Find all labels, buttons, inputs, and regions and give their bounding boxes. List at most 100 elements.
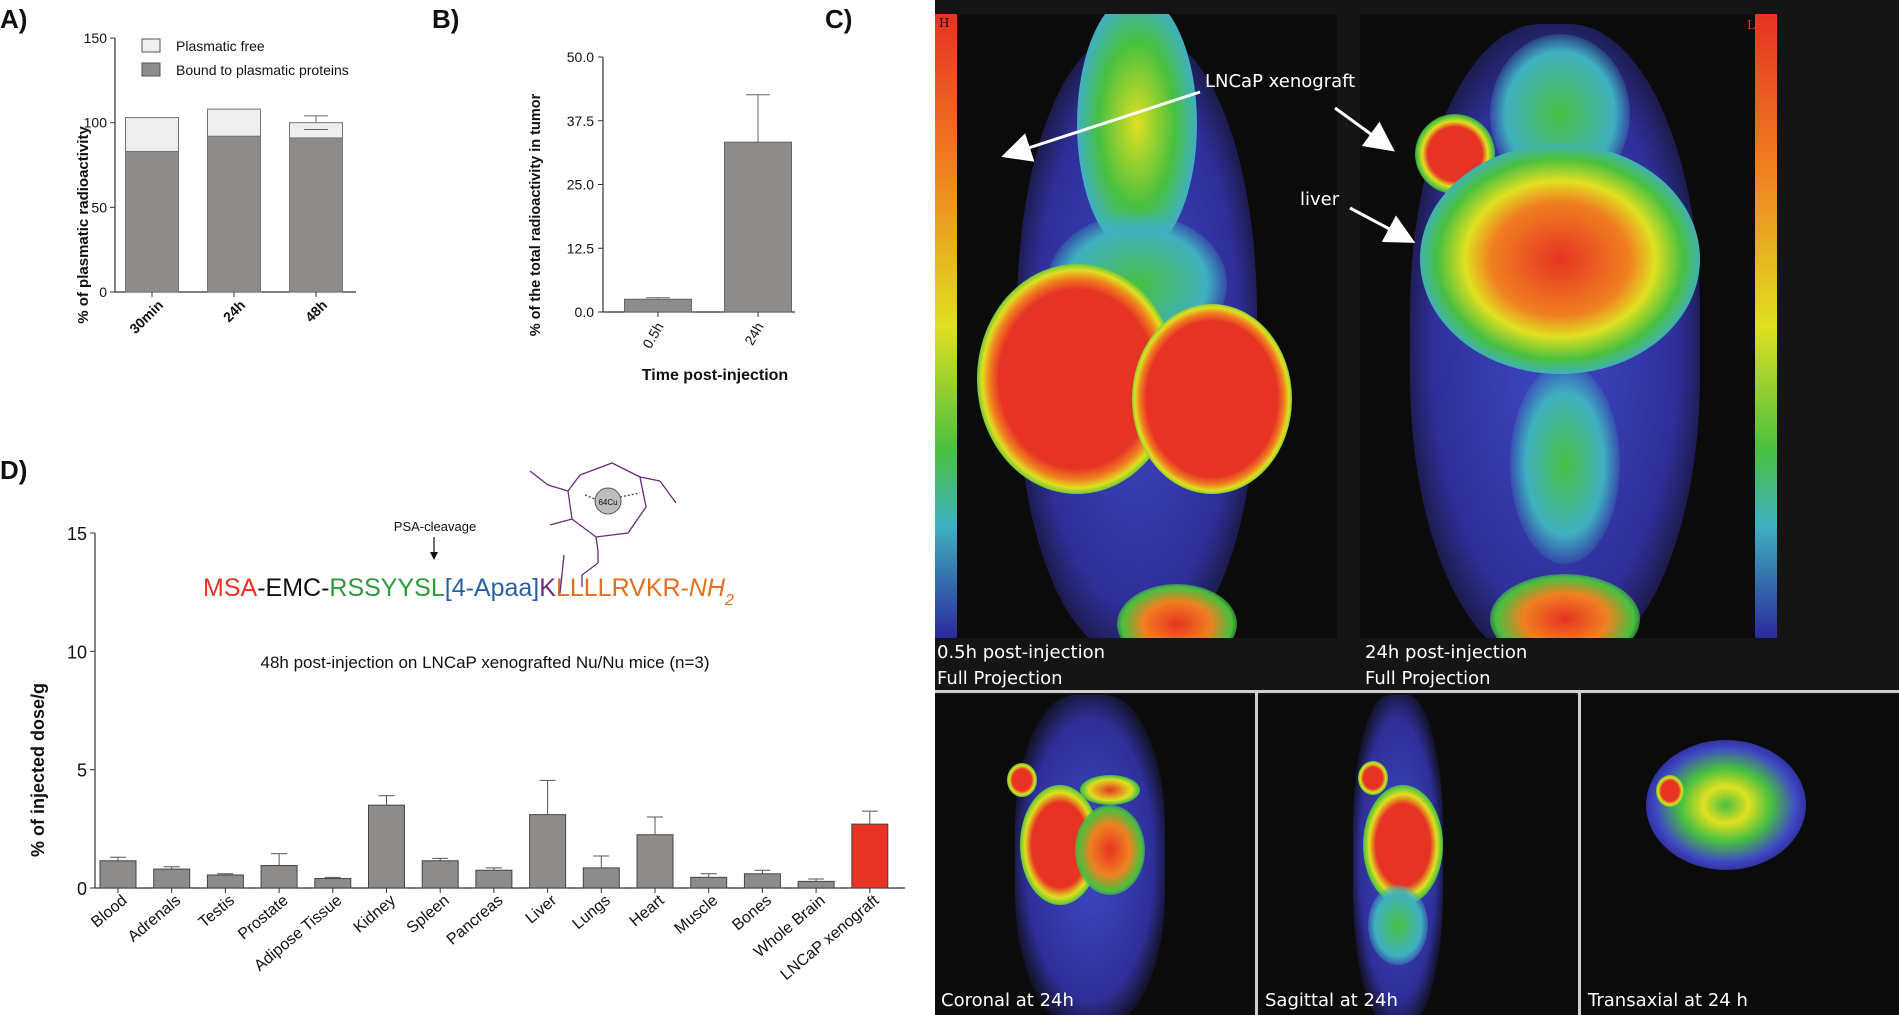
scan-1-line1: 0.5h post-injection — [937, 642, 1105, 663]
pet-annotations: LNCaP xenograft liver — [1001, 71, 1416, 243]
chart-a-bar-bound — [207, 135, 261, 293]
chart-d-x-tick-label: Blood — [88, 892, 130, 931]
chart-d-bar — [475, 869, 513, 889]
chart-a-y-tick-label: 50 — [91, 199, 107, 215]
chart-d-x-tick-label: Spleen — [404, 892, 453, 937]
scan-2-line1: 24h post-injection — [1365, 642, 1528, 663]
chart-d-x-tick-label: Bones — [729, 892, 775, 934]
chart-d-y-tick-label: 10 — [67, 642, 87, 662]
scan-1-line2: Full Projection — [937, 668, 1063, 689]
chart-a-y-tick-label: 150 — [84, 30, 108, 46]
sequence-segment: -EMC- — [257, 574, 329, 602]
chart-a-bar-bound — [289, 137, 343, 293]
legend-swatch-free — [141, 38, 161, 53]
chart-a-ylabel: % of plasmatic radioactivity — [75, 126, 92, 324]
chart-d-x-tick-label: Adrenals — [125, 892, 184, 946]
sequence-segment: 2 — [724, 592, 734, 609]
chart-d-bar — [636, 834, 674, 889]
chart-d-bar — [529, 814, 567, 889]
cleavage-arrowhead — [430, 552, 438, 560]
scale-low-label: L — [1747, 18, 1755, 32]
chart-d-y-tick-label: 15 — [67, 524, 87, 544]
chart-d-x-tick-label: Lungs — [570, 892, 614, 933]
chart-a-y-tick-label: 0 — [99, 284, 107, 300]
chart-b-y-tick-label: 25.0 — [567, 177, 594, 193]
sequence-segment: LLLLRVKR- — [556, 574, 689, 602]
chart-d-x-tick-label: Liver — [523, 892, 561, 928]
scan-1-caption: 0.5h post-injection Full Projection — [937, 640, 1105, 692]
chart-d-bar — [368, 804, 405, 889]
chart-d-x-tick-label: Muscle — [672, 892, 722, 938]
chart-d-bar — [314, 878, 352, 889]
chart-d-bar — [260, 865, 298, 889]
panel-a-label: A) — [0, 4, 28, 34]
chart-d-x-tick-label: Heart — [627, 892, 668, 931]
scan-2-caption: 24h post-injection Full Projection — [1365, 640, 1527, 692]
chart-a-bar-free — [125, 117, 179, 152]
chart-a-x-tick-label: 24h — [220, 297, 248, 325]
panel-c-label: C) — [825, 4, 853, 34]
chart-d-x-tick-label: Kidney — [351, 892, 399, 936]
legend-swatch-bound — [141, 62, 161, 77]
cleavage-label: PSA-cleavage — [394, 519, 476, 534]
arrow-liver — [1349, 206, 1416, 243]
chart-b-bar — [724, 141, 792, 313]
chart-a-plasmatic-radioactivity: % of plasmatic radioactivity 0 50 100 150 30… — [75, 30, 356, 337]
chart-b-tumor-radioactivity: % of the total radioactivity in tumor 0.… — [528, 49, 795, 384]
view-divider-2 — [1578, 693, 1581, 1015]
chart-d-bar — [851, 823, 889, 889]
chart-b-ylabel: % of the total radioactivity in tumor — [528, 93, 544, 336]
chart-d-x-tick-label: Pancreas — [444, 892, 507, 948]
pet-panel: H L LNCaP xenograft liver 0.5h post-inje… — [935, 0, 1899, 1015]
chart-a-bar-bound — [125, 150, 179, 293]
chart-a-bar-free — [289, 122, 343, 139]
chart-d-bar — [99, 860, 137, 889]
chart-d-x-tick-label: Testis — [196, 892, 238, 931]
arrow-xenograft-1 — [1001, 90, 1201, 162]
chart-d-bar — [690, 876, 728, 889]
chart-a-y-tick-label: 100 — [84, 115, 108, 131]
pet-view-coronal — [935, 695, 1255, 1015]
chart-b-y-tick-label: 0.0 — [575, 304, 595, 320]
chart-d-biodistribution: % of injected dose/g 0 5 10 15 BloodAdrenals… — [28, 462, 905, 984]
chart-d-bar — [206, 874, 244, 889]
panel-b-label: B) — [432, 4, 460, 34]
view-divider-1 — [1255, 693, 1258, 1015]
chart-d-bar — [743, 873, 781, 889]
sequence-segment: K — [539, 574, 556, 602]
pet-view-transaxial — [1581, 695, 1899, 1015]
sequence-segment: NH — [689, 574, 726, 602]
sequence-segment: [4-Apaa] — [445, 574, 540, 602]
legend-label-bound: Bound to plasmatic proteins — [176, 62, 349, 78]
sequence-segment: RSSYYSL — [329, 574, 444, 602]
scan-2-line2: Full Projection — [1365, 668, 1491, 689]
scale-high-label: H — [939, 16, 950, 30]
chart-d-annotation: 48h post-injection on LNCaP xenografted … — [260, 653, 709, 672]
chart-b-y-tick-label: 50.0 — [567, 49, 594, 65]
chart-d-bar — [797, 880, 835, 889]
chart-d-ylabel: % of injected dose/g — [28, 683, 48, 857]
panel-d-label: D) — [0, 455, 28, 485]
chart-a-x-tick-label: 30min — [126, 297, 166, 337]
chart-a-bar-free — [207, 108, 261, 137]
xenograft-label: LNCaP xenograft — [1205, 71, 1355, 92]
chart-d-y-tick-label: 5 — [77, 761, 87, 781]
chart-b-xlabel: Time post-injection — [642, 367, 788, 384]
pet-divider — [935, 690, 1899, 693]
arrow-xenograft-2 — [1334, 106, 1395, 152]
pet-scan-0-5h — [957, 14, 1337, 638]
pet-scan-24h — [1360, 14, 1755, 638]
chart-d-y-tick-label: 0 — [77, 879, 87, 899]
liver-label: liver — [1300, 189, 1340, 210]
chart-d-x-tick-label: LNCaP xenograft — [778, 892, 883, 984]
sequence-segment: MSA — [203, 574, 258, 602]
chart-b-y-tick-label: 37.5 — [567, 113, 594, 129]
chart-d-bar — [153, 868, 191, 889]
copper-atom — [594, 487, 622, 515]
chart-a-x-tick-label: 48h — [302, 297, 330, 325]
chart-d-bar — [421, 860, 459, 889]
pet-color-scale-right — [1755, 14, 1777, 638]
pet-view-sagittal — [1258, 695, 1578, 1015]
chart-b-x-tick-label: 24h — [741, 320, 767, 348]
sagittal-label: Sagittal at 24h — [1265, 990, 1398, 1011]
